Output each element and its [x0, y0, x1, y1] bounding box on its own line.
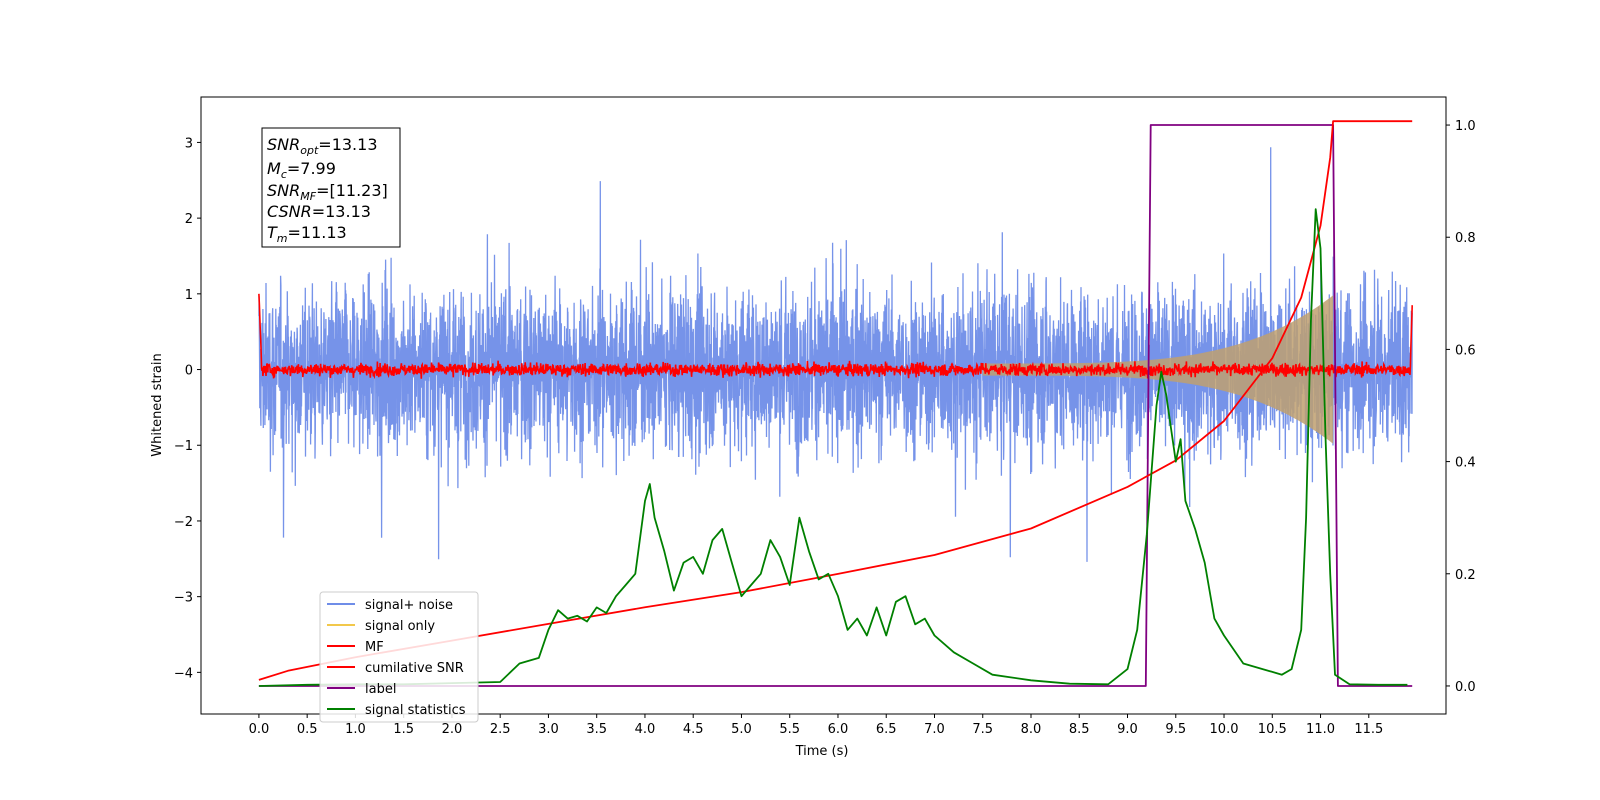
x-tick-label: 6.0 [828, 722, 849, 737]
x-tick-label: 8.0 [1021, 722, 1042, 737]
y-axis-left: 3 2 1 0 −1 −2 −3 −4 [174, 136, 201, 681]
x-tick-label: 5.0 [731, 722, 752, 737]
x-tick-label: 2.5 [490, 722, 511, 737]
x-tick-label: 8.5 [1069, 722, 1090, 737]
y-tick-label: 1 [185, 288, 193, 303]
series-label-line [258, 124, 1413, 687]
y-tick-label: 2 [185, 212, 193, 227]
plot-area [258, 120, 1413, 687]
annotation-frame [261, 127, 401, 248]
x-tick-label: 1.0 [345, 722, 366, 737]
series-signal-statistics-line [258, 208, 1408, 687]
x-axis-label: Time (s) [795, 744, 849, 759]
annotation-chirp-mass: Mc=7.99 [267, 159, 336, 181]
axes-frame [200, 96, 1447, 715]
x-tick-label: 9.5 [1165, 722, 1186, 737]
y-tick-label: −1 [174, 439, 193, 454]
y2-tick-label: 0.4 [1455, 456, 1476, 471]
x-axis: 0.0 0.5 1.0 1.5 2.0 2.5 3.0 3.5 4.0 4.5 5.0 5.5 6.0 6… [249, 714, 1383, 737]
legend-label-signal-only: signal only [365, 619, 435, 634]
y2-tick-label: 0.2 [1455, 568, 1476, 583]
legend-label-signal-noise: signal+ noise [365, 598, 453, 613]
x-tick-label: 3.5 [586, 722, 607, 737]
snr-annotation-box: SNRopt=13.13 Mc=7.99 SNRMF=[11.23] CSNR=… [261, 127, 401, 248]
legend-label-csnr: cumilative SNR [365, 661, 464, 676]
y-tick-label: −3 [174, 591, 193, 606]
y-axis-right: 1.0 0.8 0.6 0.4 0.2 0.0 [1446, 119, 1476, 695]
x-tick-label: 0.0 [249, 722, 270, 737]
y-axis-label: Whitened strain [150, 353, 165, 456]
y2-tick-label: 1.0 [1455, 119, 1476, 134]
y-tick-label: −4 [174, 666, 193, 681]
annotation-snr-opt: SNRopt=13.13 [267, 135, 378, 157]
y-tick-label: 3 [185, 136, 193, 151]
x-tick-label: 11.0 [1306, 722, 1335, 737]
legend-label-mf: MF [365, 640, 384, 655]
x-tick-label: 10.5 [1258, 722, 1287, 737]
y2-tick-label: 0.8 [1455, 231, 1476, 246]
x-tick-label: 11.5 [1354, 722, 1383, 737]
annotation-csnr: CSNR=13.13 [267, 202, 371, 221]
legend-label-label: label [365, 682, 396, 697]
x-tick-label: 10.0 [1210, 722, 1239, 737]
x-tick-label: 6.5 [876, 722, 897, 737]
mf-trace [258, 293, 1413, 380]
legend-label-signal-statistics: signal statistics [365, 703, 466, 718]
x-tick-label: 1.5 [393, 722, 414, 737]
annotation-merger-time: Tm=11.13 [267, 223, 347, 245]
y2-tick-label: 0.0 [1455, 680, 1476, 695]
y2-tick-label: 0.6 [1455, 343, 1476, 358]
x-tick-label: 7.0 [924, 722, 945, 737]
x-tick-label: 9.0 [1117, 722, 1138, 737]
x-tick-label: 4.0 [635, 722, 656, 737]
x-tick-label: 0.5 [297, 722, 318, 737]
legend: signal+ noise signal only MF cumilative … [319, 591, 479, 723]
x-tick-label: 4.5 [683, 722, 704, 737]
y-tick-label: 0 [185, 364, 193, 379]
y-tick-label: −2 [174, 515, 193, 530]
legend-frame [319, 591, 479, 723]
x-tick-label: 5.5 [779, 722, 800, 737]
x-tick-label: 3.0 [538, 722, 559, 737]
x-tick-label: 2.0 [442, 722, 463, 737]
annotation-snr-mf: SNRMF=[11.23] [267, 181, 388, 203]
x-tick-label: 7.5 [972, 722, 993, 737]
